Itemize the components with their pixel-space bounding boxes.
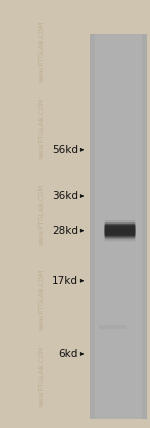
Text: www.PTGLAB.COM: www.PTGLAB.COM [39,21,45,82]
Bar [90,34,147,419]
Text: 56kd: 56kd [52,145,78,155]
Text: 6kd: 6kd [59,349,78,359]
Text: 36kd: 36kd [52,191,78,201]
FancyBboxPatch shape [105,226,135,238]
FancyBboxPatch shape [105,228,135,239]
FancyBboxPatch shape [105,224,135,235]
FancyBboxPatch shape [105,222,135,233]
Bar [90,34,94,419]
Bar [142,34,147,419]
Text: 17kd: 17kd [52,276,78,286]
Text: www.PTGLAB.COM: www.PTGLAB.COM [39,346,45,407]
Text: www.PTGLAB.COM: www.PTGLAB.COM [39,269,45,330]
Bar [99,325,127,329]
FancyBboxPatch shape [105,225,135,236]
Text: www.PTGLAB.COM: www.PTGLAB.COM [39,98,45,159]
FancyBboxPatch shape [105,220,135,231]
FancyBboxPatch shape [105,230,135,241]
Text: 28kd: 28kd [52,226,78,236]
Text: www.PTGLAB.COM: www.PTGLAB.COM [39,183,45,245]
